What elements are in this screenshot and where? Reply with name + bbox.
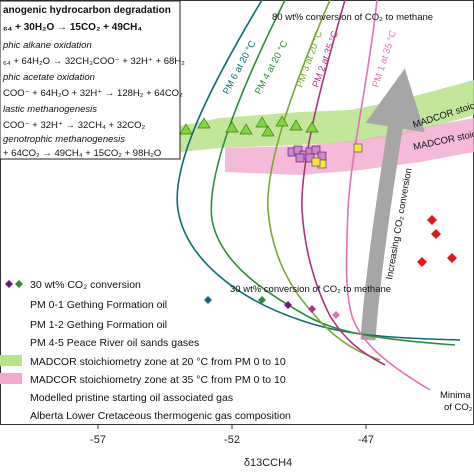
- x-axis-title: δ13CCH4: [244, 457, 292, 469]
- legend-pm01: PM 0-1 Gething Formation oil: [30, 299, 167, 311]
- conversion-marker-0: [204, 296, 212, 304]
- curve-4: [345, 0, 431, 391]
- green-triangle-1: [197, 117, 211, 129]
- green-triangle-5: [261, 125, 275, 137]
- legend-zone35: MADCOR stoichiometry zone at 35 °C from …: [30, 374, 286, 386]
- red-diamond-0: [427, 215, 437, 225]
- x-tick-label-0: -57: [90, 434, 106, 446]
- x-tick-label-1: -52: [224, 434, 240, 446]
- step1-name: phic alkane oxidation: [2, 40, 92, 51]
- legend-30wt: 30 wt% CO₂ conversion: [30, 279, 141, 291]
- yellow-square-2: [311, 157, 321, 167]
- step2-eq: COO⁻ + 64H₂O + 32H⁺ → 128H₂ + 64CO₂: [3, 88, 183, 99]
- step1-eq: ₆₄ + 64H₂O → 32CH₃COO⁻ + 32H⁺ + 68H₂: [3, 56, 185, 67]
- green-triangle-4: [255, 116, 269, 128]
- curve-label-pm1: PM 1 at 35 °C: [370, 29, 399, 89]
- green-triangle-7: [289, 119, 303, 131]
- legend: 30 wt% CO₂ conversion PM 0-1 Gething For…: [0, 279, 291, 422]
- reactions-box-frame: [0, 0, 181, 160]
- red-diamond-2: [447, 253, 457, 263]
- legend-swatch-zone35: [0, 373, 22, 384]
- conversion-marker-3: [308, 305, 316, 313]
- minimal-label-1: Minima: [440, 390, 471, 401]
- curve-label-pm4: PM 4 at 20 °C: [253, 39, 291, 97]
- red-diamond-3: [417, 257, 427, 267]
- conversion-marker-1: [258, 296, 266, 304]
- x-tick-label-2: -47: [358, 434, 374, 446]
- curve-2: [267, 0, 381, 361]
- pm-curves: [176, 0, 461, 391]
- legend-zone20: MADCOR stoichiometry zone at 20 °C from …: [30, 356, 286, 368]
- green-triangle-0: [179, 123, 193, 135]
- curve-3: [301, 0, 386, 366]
- pink-square-4: [311, 145, 321, 155]
- pink-square-6: [295, 153, 305, 163]
- reactions-title: anogenic hydrocarbon degradation: [3, 5, 171, 16]
- step4-eq: + 64CO₂ → 49CH₄ + 15CO₂ + 98H₂O: [3, 148, 161, 159]
- legend-pm45: PM 4-5 Peace River oil sands gases: [30, 337, 199, 349]
- legend-swatch-zone20: [0, 355, 22, 366]
- legend-swatch-30wt-diamond-green: [15, 280, 23, 288]
- conversion-marker-4: [332, 311, 340, 319]
- increasing-conversion-arrow: [360, 68, 425, 341]
- conversion-marker-2: [284, 301, 292, 309]
- legend-thermogenic: Alberta Lower Cretaceous thermogenic gas…: [30, 410, 291, 422]
- reactions-overall: ₆₄ + 30H₂O → 15CO₂ + 49CH₄: [3, 22, 142, 33]
- yellow-square-1: [353, 143, 363, 153]
- step2-name: phic acetate oxidation: [2, 72, 95, 83]
- red-diamond-1: [431, 229, 441, 239]
- data-markers: [179, 115, 457, 319]
- minimal-label-2: of CO₂: [444, 402, 473, 413]
- green-triangle-6: [275, 115, 289, 127]
- legend-pm12: PM 1-2 Gething Formation oil: [30, 319, 167, 331]
- curve-1: [210, 0, 456, 346]
- legend-swatch-30wt-diamond: [5, 280, 13, 288]
- step3-eq: COO⁻ + 32H⁺ → 32CH₄ + 32CO₂: [3, 120, 146, 131]
- annotation-30wt: 30 wt% conversion of CO₂ to methane: [230, 284, 391, 295]
- step4-name: genotrophic methanogenesis: [3, 134, 125, 145]
- annotation-80wt: 80 wt% conversion of CO₂ to methane: [272, 12, 433, 23]
- step3-name: lastic methanogenesis: [3, 104, 97, 115]
- green-triangle-3: [239, 123, 253, 135]
- green-triangle-8: [305, 121, 319, 133]
- green-triangle-2: [225, 121, 239, 133]
- x-axis: -57 -52 -47: [90, 424, 374, 446]
- legend-pristine: Modelled pristine starting oil associate…: [30, 392, 233, 404]
- reactions-box: anogenic hydrocarbon degradation ₆₄ + 30…: [0, 0, 185, 160]
